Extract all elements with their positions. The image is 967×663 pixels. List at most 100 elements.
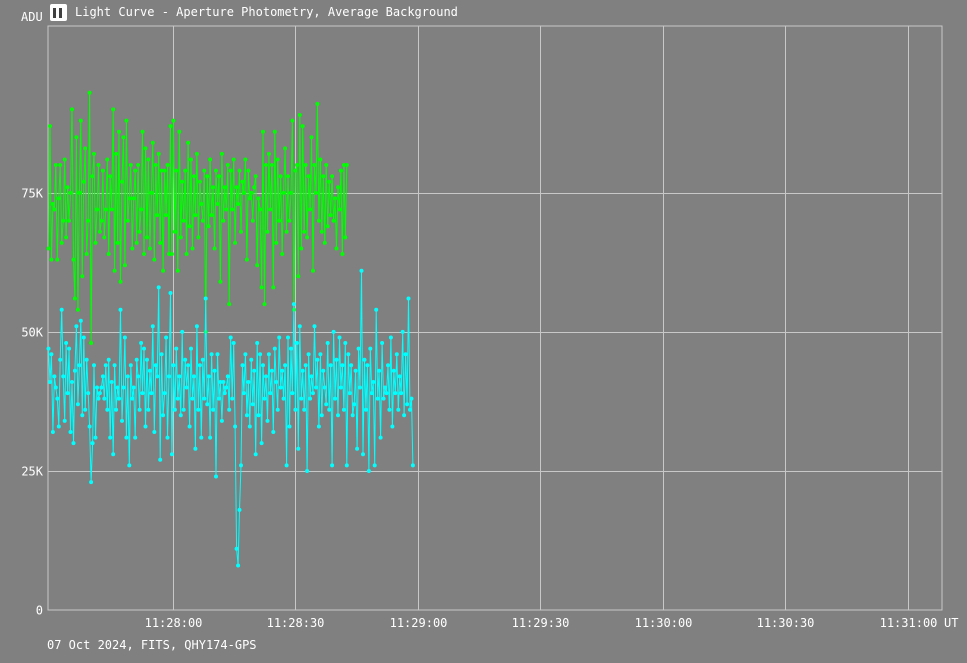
data-point (181, 218, 186, 223)
data-point (61, 218, 66, 223)
data-point (268, 391, 273, 396)
data-point (199, 202, 204, 206)
data-point (227, 302, 232, 307)
series-0 (46, 90, 349, 345)
data-point (155, 374, 160, 379)
data-point (316, 218, 321, 223)
data-point (200, 218, 205, 223)
data-point (241, 391, 246, 396)
data-point (59, 240, 64, 245)
data-point (142, 346, 146, 351)
data-point (337, 207, 342, 212)
data-point (272, 346, 277, 351)
data-point (219, 418, 224, 423)
data-point (156, 285, 161, 290)
data-point (167, 374, 171, 379)
data-point (81, 179, 86, 184)
data-point (133, 168, 138, 173)
data-point (130, 246, 135, 251)
data-point (275, 157, 280, 162)
data-point (356, 346, 361, 351)
data-point (286, 174, 290, 179)
data-point (153, 163, 158, 167)
data-point (147, 246, 152, 251)
data-point (46, 246, 51, 251)
data-point (155, 213, 160, 218)
window-title: Light Curve - Aperture Photometry, Avera… (75, 5, 458, 19)
data-point (228, 168, 233, 173)
app-icon[interactable] (50, 3, 67, 21)
data-point (343, 341, 348, 345)
x-tick-label: 11:30:00 (635, 616, 693, 630)
data-point (192, 174, 196, 179)
data-point (108, 174, 113, 179)
data-point (330, 174, 335, 179)
data-point (183, 168, 188, 173)
data-point (302, 229, 307, 234)
data-point (239, 463, 243, 468)
data-point (281, 190, 286, 195)
data-point (194, 151, 199, 156)
data-point (100, 168, 105, 173)
data-point (312, 163, 317, 167)
data-point (302, 407, 307, 412)
data-point (252, 368, 257, 373)
data-point (290, 391, 295, 396)
data-point (68, 430, 73, 434)
data-point (299, 396, 304, 401)
x-tick-label: 11:28:30 (267, 616, 325, 630)
data-point (112, 363, 117, 368)
data-point (161, 413, 166, 418)
data-point (299, 246, 304, 251)
data-point (374, 307, 379, 312)
data-point (277, 335, 282, 340)
data-point (311, 268, 315, 273)
data-point (209, 213, 214, 218)
data-point (145, 357, 149, 362)
data-point (205, 174, 210, 179)
data-point (334, 357, 339, 362)
data-point (55, 396, 60, 401)
data-point (396, 407, 401, 412)
data-point (122, 335, 127, 340)
data-point (111, 452, 116, 457)
data-point (340, 252, 345, 256)
data-point (264, 374, 268, 379)
data-point (218, 380, 223, 384)
data-point (380, 341, 385, 345)
data-point (83, 146, 88, 151)
data-point (296, 274, 301, 279)
data-point (269, 163, 274, 167)
data-point (217, 396, 221, 401)
data-point (171, 118, 176, 123)
data-point (363, 407, 368, 412)
data-point (152, 430, 157, 434)
data-point (228, 335, 233, 340)
data-point (266, 352, 271, 357)
data-point (71, 441, 76, 446)
data-point (344, 463, 349, 468)
data-point (262, 396, 267, 401)
data-point (145, 235, 149, 240)
data-point (316, 424, 321, 429)
data-point (161, 268, 166, 273)
data-point (86, 391, 91, 396)
data-point (192, 374, 196, 379)
data-point (372, 463, 377, 468)
data-point (352, 402, 357, 407)
data-point (289, 346, 293, 351)
data-point (152, 257, 157, 262)
data-point (136, 374, 141, 379)
data-point (120, 179, 124, 184)
x-tick-label: 11:31:00 (880, 616, 938, 630)
data-point (358, 385, 362, 390)
data-point (169, 252, 174, 256)
data-point (264, 163, 268, 167)
data-point (268, 207, 273, 212)
data-point (362, 357, 367, 362)
data-point (255, 341, 260, 345)
data-point (259, 285, 264, 290)
data-point (184, 252, 189, 256)
data-point (225, 163, 230, 167)
data-point (271, 430, 276, 434)
